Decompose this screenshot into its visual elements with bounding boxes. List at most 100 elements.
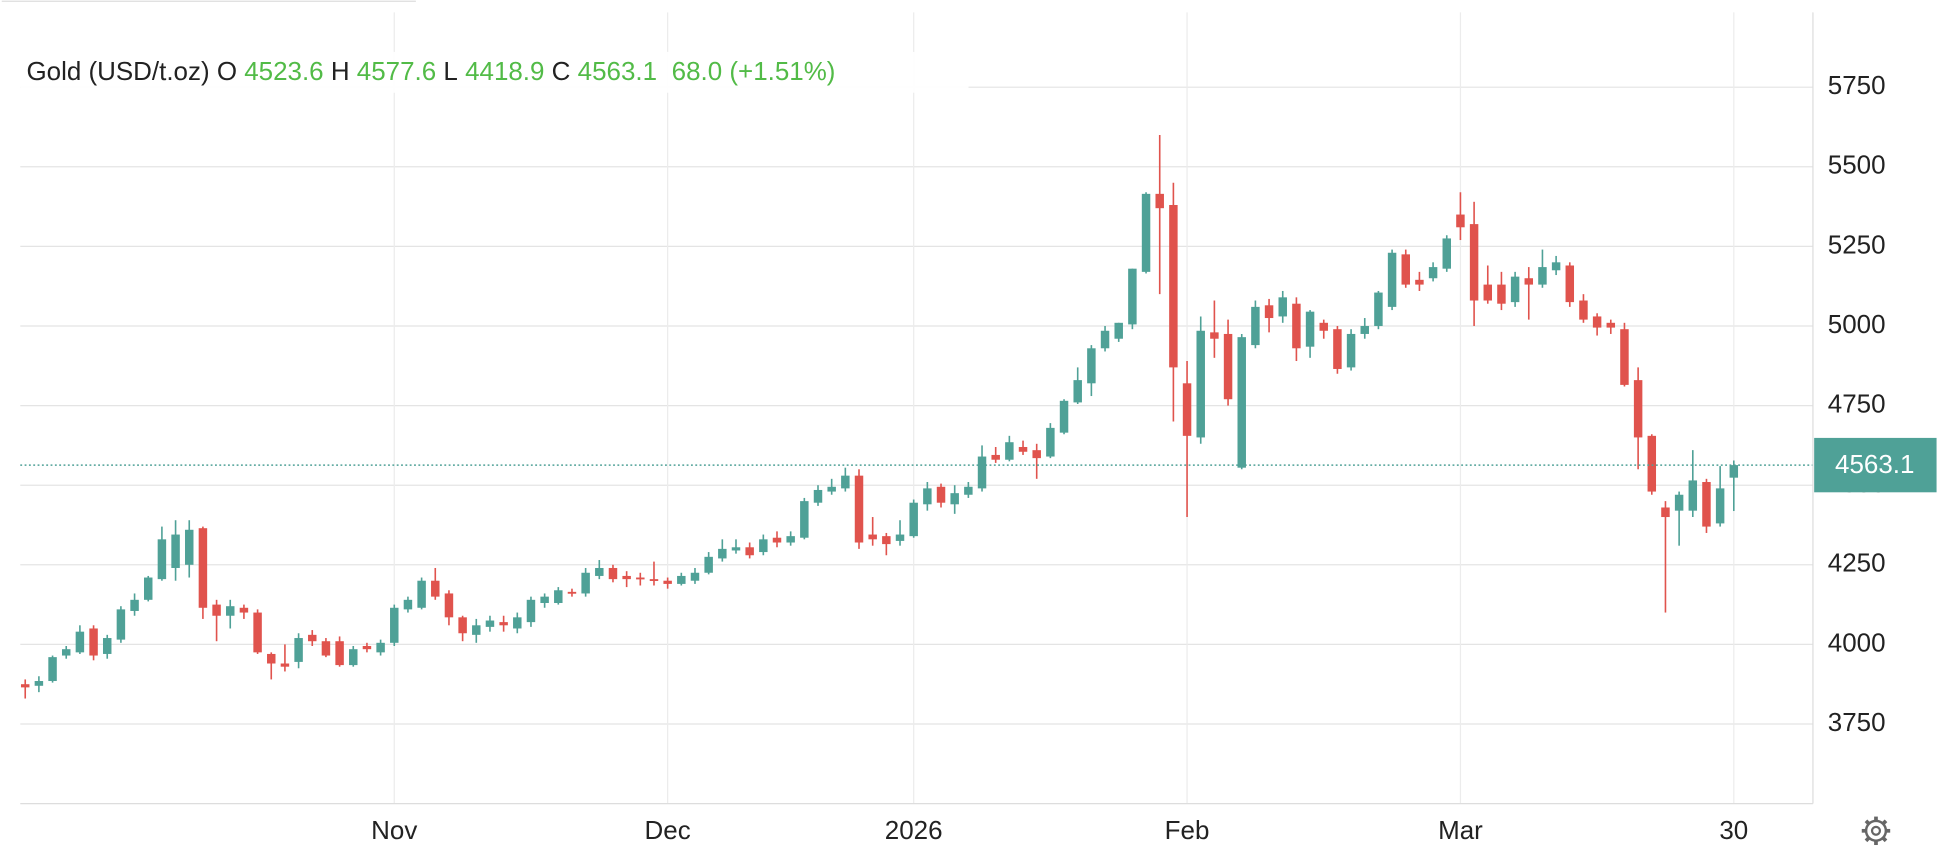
candle-body (335, 641, 344, 666)
candle-body (1633, 380, 1643, 438)
candle-body (130, 599, 139, 611)
candle-body (923, 488, 932, 505)
last-price-box (1814, 437, 1937, 493)
candle-body (417, 580, 426, 608)
candle-body (1387, 252, 1397, 307)
y-tick-label: 5750 (1828, 70, 1886, 100)
candle-body (1100, 330, 1110, 349)
candle-body (362, 645, 372, 650)
gear-ring (1864, 819, 1888, 842)
gear-hub (1870, 825, 1882, 836)
candle-body (1524, 278, 1534, 285)
candle-body (526, 599, 536, 623)
candle-body (663, 580, 672, 584)
x-tick-label: 2026 (885, 815, 943, 845)
y-tick-label: 5000 (1828, 309, 1886, 339)
x-tick-label: Nov (371, 815, 417, 845)
candle-body (198, 528, 208, 608)
candle-body (1046, 427, 1055, 457)
candle-body (800, 501, 809, 538)
candle-body (1674, 494, 1684, 511)
low-label: L (443, 56, 457, 86)
candle-body (308, 634, 317, 642)
candle-body (1483, 284, 1493, 301)
y-tick-label: 4250 (1828, 548, 1886, 578)
candle-body (89, 628, 98, 656)
candle-body (1018, 446, 1028, 452)
candle-body (1715, 488, 1725, 524)
candle-body (759, 539, 768, 553)
candle-body (157, 539, 167, 580)
candle-body (608, 567, 618, 580)
candle-body (212, 604, 221, 616)
candle-body (1251, 306, 1260, 346)
y-tick-label: 5500 (1828, 150, 1886, 180)
candle-body (171, 534, 180, 568)
candle-body (403, 599, 413, 610)
candle-body (239, 607, 249, 613)
candle-body (20, 684, 30, 688)
candle-body (1264, 305, 1274, 319)
candle-body (1374, 292, 1383, 326)
candle-body (1401, 254, 1410, 285)
candle-body (1319, 322, 1328, 331)
grid (20, 12, 1813, 804)
candle-body (649, 579, 659, 581)
candle-body (1456, 214, 1465, 228)
candle-body (827, 486, 836, 492)
x-tick-label: Mar (1438, 815, 1483, 845)
candle-body (499, 622, 508, 626)
candle-body (1469, 224, 1479, 301)
candle-body (1333, 329, 1342, 369)
candle-body (895, 534, 905, 541)
close-value: 4563.1 (578, 56, 657, 86)
candle-body (868, 534, 877, 540)
change-value: 68.0 (672, 56, 723, 86)
candle-body (1428, 267, 1438, 279)
y-tick-label: 3750 (1828, 707, 1886, 737)
gear-teeth (1861, 816, 1891, 846)
candle-body (349, 649, 358, 666)
candle-body (1141, 193, 1151, 272)
candle-body (48, 657, 57, 682)
candle-body (677, 575, 686, 584)
candle-body (1620, 329, 1629, 385)
candle-body (1647, 435, 1657, 492)
candle-body (1592, 316, 1602, 328)
candle-body (472, 625, 481, 635)
candle-body (513, 617, 522, 629)
candle-body (1292, 303, 1301, 349)
legend-background (20, 51, 969, 93)
candle-body (1059, 400, 1069, 433)
candle-body (1565, 265, 1575, 303)
candle-body (1128, 268, 1137, 325)
candle-body (144, 577, 153, 600)
settings-icon[interactable] (1861, 816, 1891, 846)
candle-body (321, 641, 331, 656)
candle-body (390, 607, 399, 643)
candle-body (294, 638, 303, 662)
candle-body (34, 681, 44, 686)
candle-body (1155, 193, 1164, 209)
candle-body (718, 548, 727, 559)
candle-body (1606, 322, 1616, 328)
candle-body (1661, 507, 1670, 518)
candle-body (964, 486, 973, 495)
candle-body (458, 617, 467, 634)
candle-body (882, 536, 891, 545)
candle-body (1702, 482, 1711, 527)
candle-body (622, 575, 631, 580)
candle-body (909, 502, 918, 537)
candle-body (1237, 337, 1246, 468)
x-tick-label: Feb (1165, 815, 1210, 845)
candle-body (280, 663, 290, 667)
candle-body (1688, 480, 1698, 511)
candle-body (1510, 276, 1520, 303)
candle-body (1442, 238, 1451, 269)
candle-body (116, 609, 126, 640)
candle-body (1497, 284, 1506, 304)
candle-body (1196, 330, 1205, 438)
candle-body (253, 612, 262, 653)
candle-body (772, 537, 782, 543)
